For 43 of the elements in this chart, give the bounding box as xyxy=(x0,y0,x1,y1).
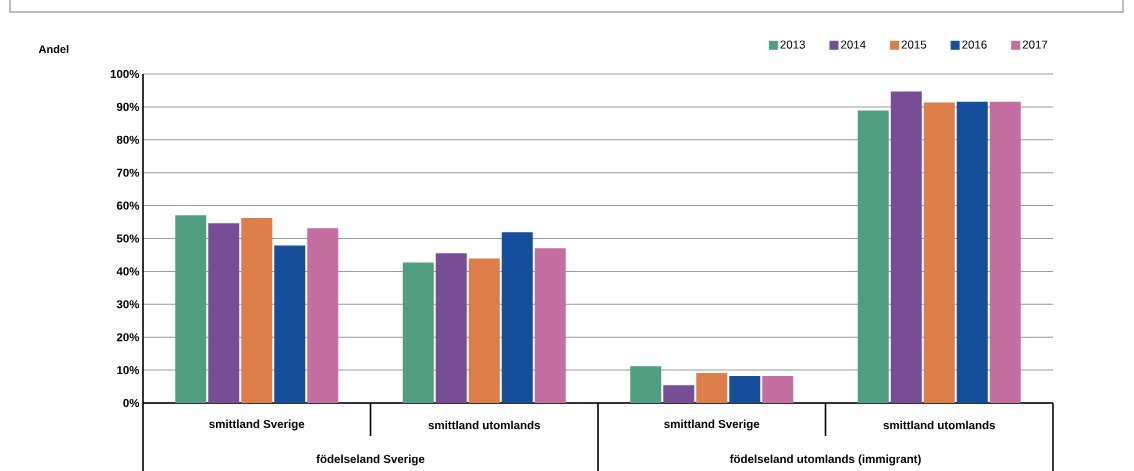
bar xyxy=(208,223,240,403)
legend-label: 2017 xyxy=(1022,40,1048,49)
bar xyxy=(630,366,662,403)
y-tick-label: 60% xyxy=(116,201,140,210)
bar xyxy=(175,215,207,403)
bar xyxy=(435,253,467,403)
bar xyxy=(468,258,500,403)
text: födelseland utomlands (immigrant) xyxy=(729,454,921,466)
bar xyxy=(729,376,761,403)
bar xyxy=(857,110,889,403)
y-tick-label: 0% xyxy=(123,398,140,408)
bar xyxy=(274,245,306,403)
bar xyxy=(989,101,1021,403)
y-tick-label: 100% xyxy=(110,69,140,79)
legend-label: 2016 xyxy=(962,40,987,49)
x-tick-label: smittland Sverige xyxy=(209,419,305,431)
bar xyxy=(307,228,339,403)
bar xyxy=(696,373,728,403)
y-tick-label: 30% xyxy=(116,300,140,309)
y-tick-label: 90% xyxy=(116,102,140,111)
y-axis-title: Andel xyxy=(38,45,69,54)
bar xyxy=(663,385,695,403)
bar xyxy=(402,262,434,403)
y-tick-label: 20% xyxy=(116,333,140,342)
legend-label: 2014 xyxy=(841,40,866,49)
text: födelseland Sverige xyxy=(316,454,425,466)
bar xyxy=(534,248,566,403)
bar xyxy=(923,102,955,403)
bar xyxy=(762,376,794,403)
y-tick-label: 50% xyxy=(116,234,140,243)
bar xyxy=(956,101,988,403)
legend-label: 2015 xyxy=(901,40,927,49)
bar xyxy=(241,218,273,403)
y-tick-label: 70% xyxy=(116,168,140,177)
legend-label: 2013 xyxy=(780,40,805,49)
x-tick-label: smittland utomlands xyxy=(883,420,996,430)
bar xyxy=(501,232,533,403)
y-tick-label: 10% xyxy=(117,366,140,375)
x-tick-label: smittland Sverige xyxy=(664,419,760,431)
x-tick-label: smittland utomlands xyxy=(428,420,541,430)
y-tick-label: 40% xyxy=(116,267,140,276)
bar xyxy=(890,91,922,403)
y-tick-label: 80% xyxy=(116,135,140,144)
